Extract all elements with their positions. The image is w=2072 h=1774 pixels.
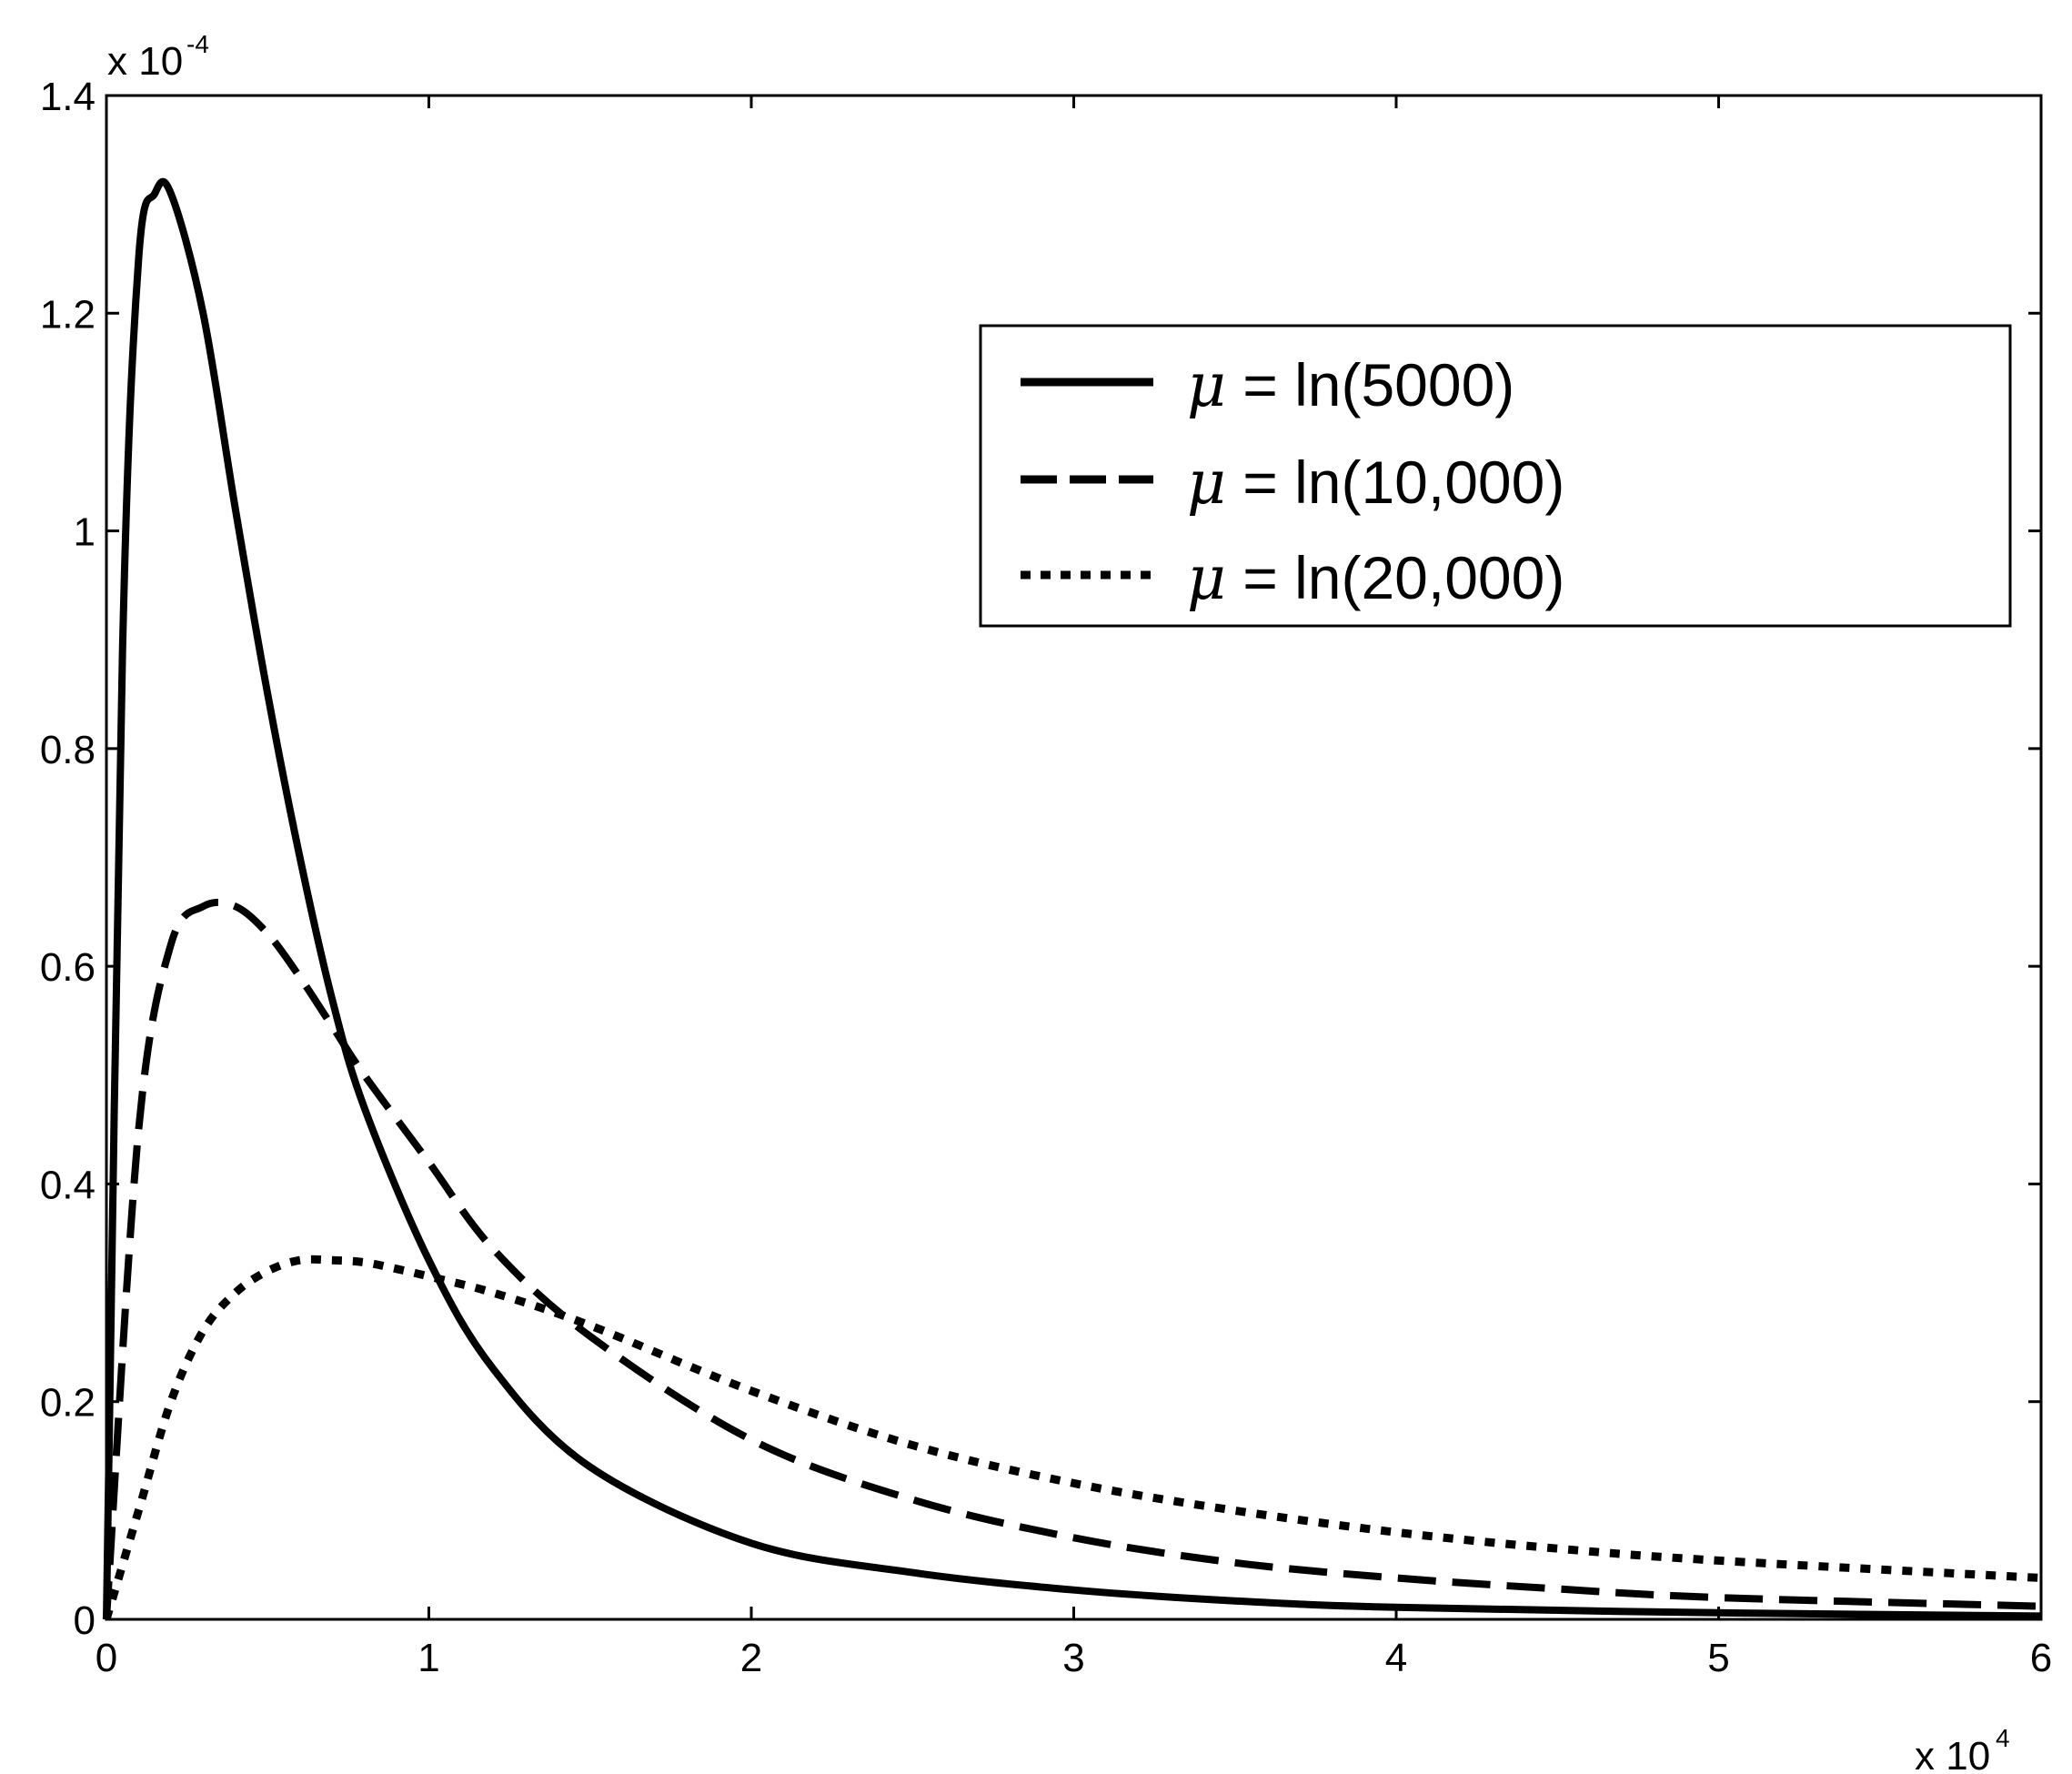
x-tick-label: 0	[96, 1636, 117, 1680]
legend-entry-2: μ = ln(10,000)	[1021, 448, 1564, 518]
x-tick-label: 5	[1707, 1636, 1729, 1680]
y-tick-label: 1.4	[40, 75, 96, 119]
legend: μ = ln(5000) μ = ln(10,000) μ = ln(20,00…	[979, 324, 2012, 628]
y-axis-multiplier: x 10 -4	[107, 30, 209, 84]
x-tick-label: 1	[417, 1636, 439, 1680]
y-tick-label: 0.2	[40, 1381, 96, 1426]
x-tick-label: 6	[2030, 1636, 2052, 1680]
y-tick-label: 0.4	[40, 1163, 96, 1207]
x-tick-label: 4	[1385, 1636, 1407, 1680]
y-multiplier-exponent: -4	[186, 30, 209, 58]
x-axis-ticks: 0 1 2 3 4 5 6	[96, 96, 2052, 1680]
series-layer	[102, 177, 2042, 1621]
legend-entry-3: μ = ln(20,000)	[1021, 543, 1564, 613]
y-tick-label: 1.2	[40, 292, 96, 337]
x-multiplier-exponent: 4	[1996, 1724, 2010, 1752]
legend-entry-1: μ = ln(5000)	[1021, 350, 1514, 420]
x-axis-multiplier: x 10 4	[1915, 1724, 2010, 1774]
y-multiplier-base: x 10	[107, 39, 183, 84]
x-tick-label: 3	[1062, 1636, 1084, 1680]
series-line-1-solid	[103, 177, 2042, 1620]
y-tick-label: 1	[74, 510, 96, 555]
y-tick-label: 0	[74, 1598, 96, 1643]
series-line-2-dashed	[103, 898, 2042, 1620]
legend-label-3: μ = ln(20,000)	[1187, 543, 1564, 613]
legend-label-2: μ = ln(10,000)	[1187, 448, 1564, 518]
y-axis-ticks: 0 0.2 0.4 0.6 0.8 1 1.2 1.4	[40, 75, 2041, 1643]
legend-label-1: μ = ln(5000)	[1187, 350, 1514, 420]
y-tick-label: 0.8	[40, 728, 96, 772]
x-tick-label: 2	[740, 1636, 762, 1680]
x-multiplier-base: x 10	[1915, 1734, 1990, 1774]
y-tick-label: 0.6	[40, 945, 96, 990]
